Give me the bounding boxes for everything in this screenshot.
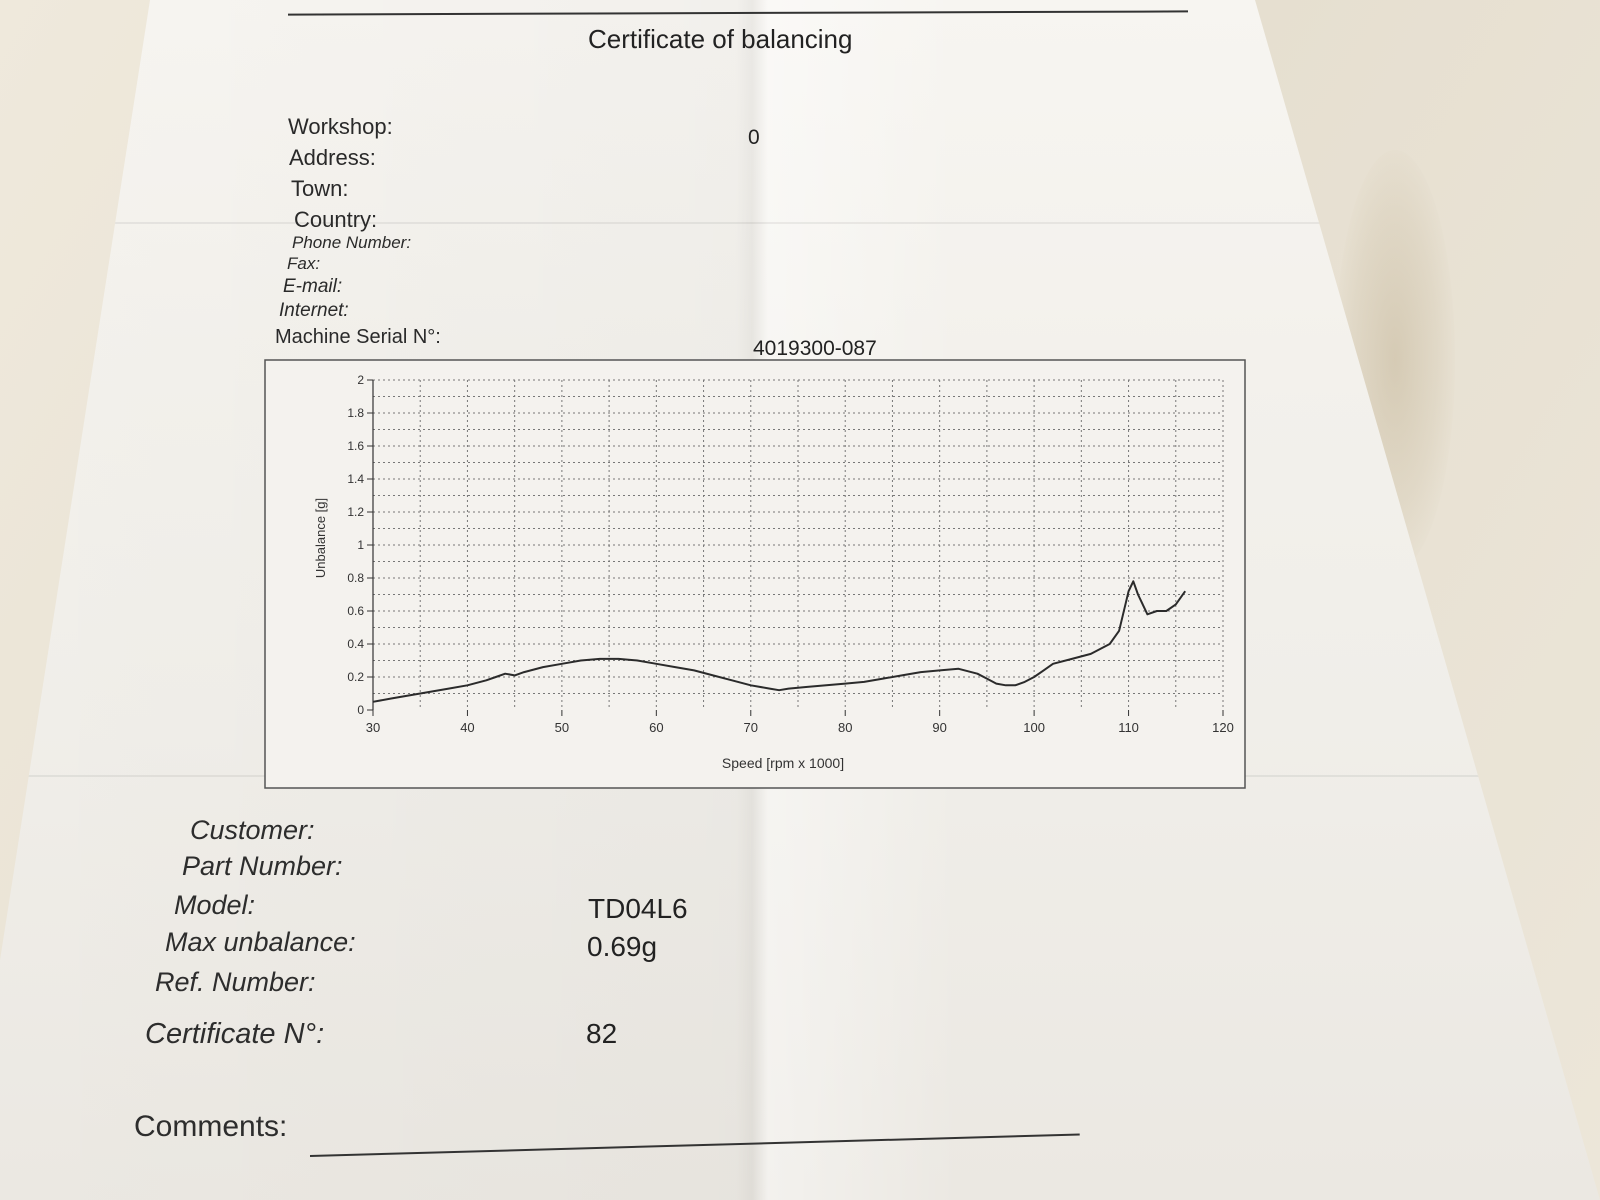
y-tick-label: 1 <box>357 538 364 552</box>
y-tick-label: 0.2 <box>347 670 364 684</box>
phone-number-label: Phone Number: <box>292 233 412 252</box>
x-tick-label: 30 <box>366 720 380 735</box>
unbalance-chart: 0 0.2 0.4 0.6 0.8 1 1.2 1.4 1.6 1.8 2 30 40 50 60 70 80 9… <box>263 358 1247 790</box>
email-label: E-mail: <box>283 276 343 297</box>
x-axis-label: Speed [rpm x 1000] <box>722 755 844 771</box>
page-title: Certificate of balancing <box>588 24 853 54</box>
model-label: Model: <box>174 890 256 920</box>
internet-label: Internet: <box>279 300 349 321</box>
y-tick-label: 1.8 <box>347 406 364 420</box>
x-tick-label: 40 <box>460 720 474 735</box>
y-tick-label: 2 <box>357 373 364 387</box>
x-tick-label: 120 <box>1212 720 1234 735</box>
certificate-number-value: 82 <box>586 1018 618 1049</box>
workshop-label: Workshop: <box>288 114 393 139</box>
y-tick-label: 0.6 <box>347 604 364 618</box>
max-unbalance-label: Max unbalance: <box>165 927 356 957</box>
paper-fold <box>0 222 1600 224</box>
y-tick-label: 1.2 <box>347 505 364 519</box>
country-label: Country: <box>294 207 378 232</box>
comments-line <box>309 1133 1080 1157</box>
y-tick-label: 0 <box>357 703 364 717</box>
machine-serial-label: Machine Serial N°: <box>275 326 441 348</box>
y-tick-label: 0.4 <box>347 637 364 651</box>
y-tick-label: 1.6 <box>347 439 364 453</box>
chart-series <box>372 580 1187 703</box>
customer-label: Customer: <box>190 815 315 845</box>
comments-label: Comments: <box>134 1110 288 1143</box>
y-tick-label: 1.4 <box>347 472 364 486</box>
x-tick-label: 70 <box>744 720 758 735</box>
unbalance-chart-svg: 0 0.2 0.4 0.6 0.8 1 1.2 1.4 1.6 1.8 2 30 40 50 60 70 80 9… <box>264 359 1246 789</box>
x-tick-label: 60 <box>649 720 663 735</box>
unbalance-series-line <box>372 580 1187 703</box>
model-value: TD04L6 <box>588 893 688 924</box>
part-number-label: Part Number: <box>182 851 343 881</box>
address-label: Address: <box>289 145 376 170</box>
ref-number-label: Ref. Number: <box>155 967 316 997</box>
fax-label: Fax: <box>287 254 321 273</box>
top-rule <box>287 10 1189 16</box>
x-tick-label: 90 <box>932 720 946 735</box>
workshop-value: 0 <box>748 126 760 149</box>
town-label: Town: <box>291 176 349 201</box>
chart-axes: 0 0.2 0.4 0.6 0.8 1 1.2 1.4 1.6 1.8 2 30 40 50 60 70 80 9… <box>347 373 1234 735</box>
x-tick-label: 100 <box>1023 720 1045 735</box>
x-tick-label: 110 <box>1118 720 1139 735</box>
machine-serial-value: 4019300-087 <box>753 337 877 360</box>
y-tick-label: 0.8 <box>347 571 364 585</box>
max-unbalance-value: 0.69g <box>587 931 658 962</box>
x-tick-label: 80 <box>838 720 852 735</box>
chart-grid <box>373 379 1224 710</box>
certificate-number-label: Certificate N°: <box>145 1018 325 1050</box>
x-tick-label: 50 <box>555 720 569 735</box>
y-axis-label: Unbalance [g] <box>313 498 328 578</box>
